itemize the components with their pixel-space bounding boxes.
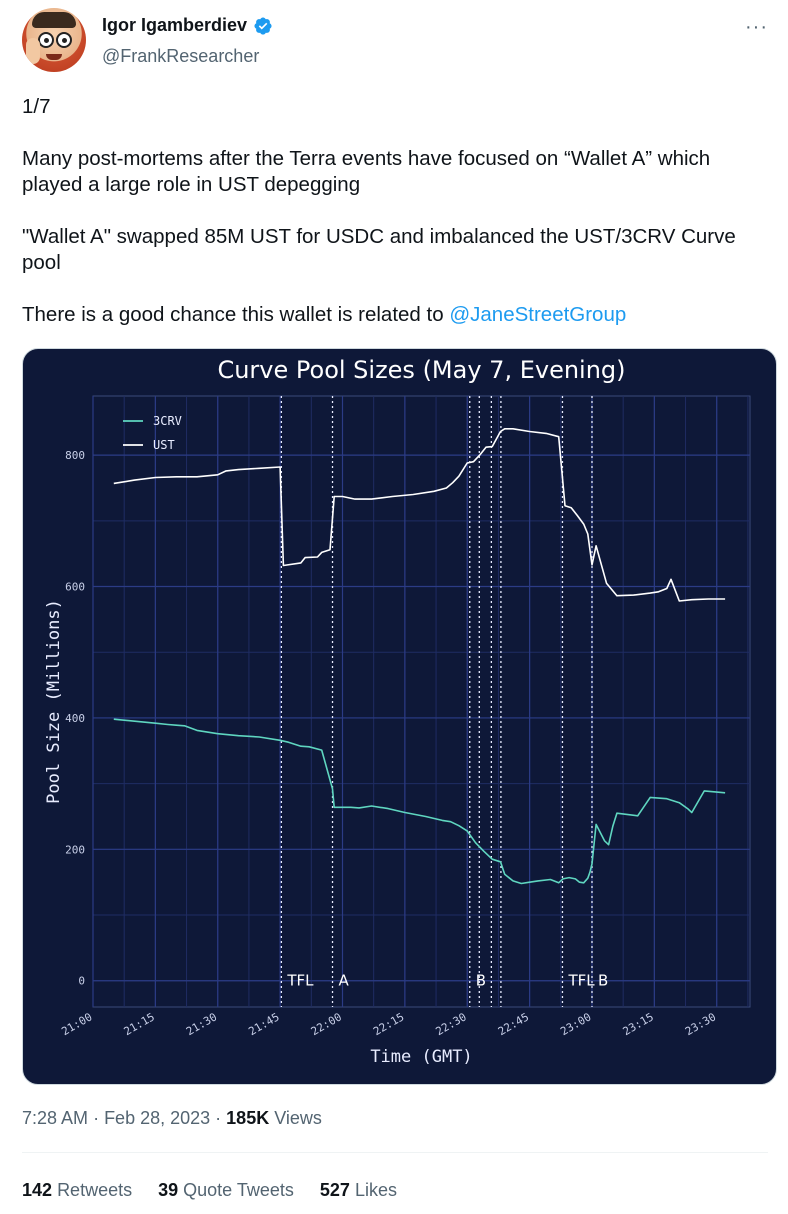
- views-count: 185K: [226, 1108, 270, 1128]
- meta-separator: ·: [215, 1108, 227, 1128]
- x-tick-label: 21:00: [59, 1010, 94, 1038]
- y-tick-label: 800: [65, 449, 85, 462]
- tweet-meta: 7:28 AM · Feb 28, 2023 · 185K Views: [22, 1108, 322, 1129]
- plot-area: [92, 395, 751, 1008]
- author-handle[interactable]: @FrankResearcher: [102, 46, 260, 66]
- avatar-eye-left: [38, 32, 54, 48]
- tweet-stats: 142 Retweets 39 Quote Tweets 527 Likes: [22, 1180, 397, 1201]
- author-avatar[interactable]: [22, 8, 86, 72]
- event-label: A: [339, 972, 350, 990]
- y-axis-label: Pool Size (Millions): [44, 599, 64, 804]
- series-line-3crv: [113, 718, 726, 885]
- legend-label: UST: [153, 438, 175, 452]
- tweet-text: 1/7 Many post-mortems after the Terra ev…: [22, 94, 768, 328]
- views-label: Views: [274, 1108, 322, 1128]
- retweets-count: 142: [22, 1180, 53, 1200]
- mention-link[interactable]: @JaneStreetGroup: [449, 303, 627, 326]
- legend-label: 3CRV: [153, 414, 182, 428]
- x-tick-label: 23:00: [558, 1010, 593, 1038]
- quote-tweets-stat[interactable]: 39 Quote Tweets: [158, 1180, 294, 1201]
- x-tick-label: 22:00: [309, 1010, 344, 1038]
- tweet-paragraph: Many post-mortems after the Terra events…: [22, 147, 711, 196]
- x-tick-label: 23:30: [683, 1010, 718, 1038]
- retweets-label: Retweets: [57, 1180, 133, 1200]
- likes-stat[interactable]: 527 Likes: [320, 1180, 397, 1201]
- quote-label: Quote Tweets: [183, 1180, 294, 1200]
- verified-badge-icon: [254, 16, 272, 35]
- quote-count: 39: [158, 1180, 179, 1200]
- event-label: B: [598, 972, 608, 990]
- y-tick-label: 600: [65, 581, 85, 594]
- tweet-date[interactable]: Feb 28, 2023: [104, 1108, 211, 1128]
- meta-separator: ·: [93, 1108, 105, 1128]
- likes-label: Likes: [354, 1180, 397, 1200]
- author-name-row: Igor Igamberdiev: [102, 15, 273, 36]
- y-tick-label: 0: [78, 975, 85, 988]
- avatar-hair: [32, 12, 76, 28]
- x-tick-label: 21:30: [184, 1010, 219, 1038]
- tweet-paragraph-prefix: There is a good chance this wallet is re…: [22, 303, 450, 326]
- retweets-stat[interactable]: 142 Retweets: [22, 1180, 132, 1201]
- tweet-paragraph: "Wallet A" swapped 85M UST for USDC and …: [22, 225, 736, 274]
- x-tick-label: 22:15: [371, 1010, 406, 1038]
- y-tick-label: 200: [65, 843, 85, 856]
- divider: [22, 1152, 768, 1153]
- x-tick-label: 21:45: [246, 1010, 281, 1038]
- tweet-paragraph-last: There is a good chance this wallet is re…: [22, 302, 768, 328]
- x-tick-label: 21:15: [122, 1010, 157, 1038]
- tweet-time[interactable]: 7:28 AM: [22, 1108, 89, 1128]
- series-line-ust: [113, 428, 726, 602]
- x-axis-label: Time (GMT): [370, 1047, 472, 1067]
- event-label: TFL: [567, 972, 595, 990]
- avatar-hand: [26, 38, 40, 64]
- likes-count: 527: [319, 1180, 350, 1200]
- tweet-header: Igor Igamberdiev @FrankResearcher ···: [22, 8, 768, 72]
- tweet-paragraph: 1/7: [22, 95, 51, 118]
- event-label: TFL: [286, 972, 314, 990]
- chart-title: Curve Pool Sizes (May 7, Evening): [217, 356, 625, 384]
- y-tick-label: 400: [65, 712, 85, 725]
- tweet-media-chart[interactable]: TFL A B TFL B 0 200 400 600 800 21:00 21:15 21:30 21:…: [22, 348, 777, 1085]
- x-tick-label: 23:15: [621, 1010, 656, 1038]
- avatar-mouth: [46, 54, 62, 60]
- avatar-eye-right: [56, 32, 72, 48]
- author-display-name[interactable]: Igor Igamberdiev: [102, 15, 248, 35]
- more-options-icon[interactable]: ···: [745, 16, 768, 38]
- x-tick-label: 22:30: [434, 1010, 469, 1038]
- event-label: B: [476, 972, 486, 990]
- x-tick-label: 22:45: [496, 1010, 531, 1038]
